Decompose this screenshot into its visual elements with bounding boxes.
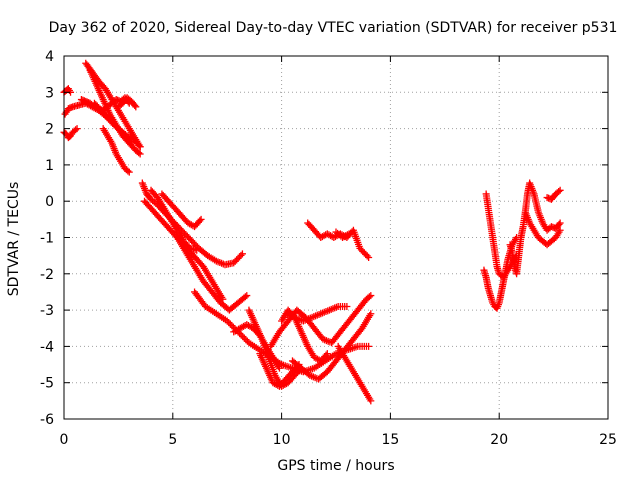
y-axis-label: SDTVAR / TECUs <box>6 182 22 297</box>
y-tick-label: -5 <box>40 376 54 392</box>
y-tick-label: -2 <box>40 267 54 283</box>
series-t14 <box>173 234 251 314</box>
data-point <box>135 141 143 149</box>
series-t23 <box>334 342 375 405</box>
series-t25 <box>332 228 353 241</box>
series-t18 <box>256 350 303 390</box>
y-tick-label: -3 <box>40 303 54 319</box>
y-tick-label: 3 <box>45 85 54 101</box>
x-tick-label: 5 <box>168 432 177 448</box>
data-point <box>193 246 201 254</box>
data-point <box>363 252 371 260</box>
data-point <box>136 143 144 151</box>
data-point <box>228 322 236 330</box>
data-point <box>322 351 330 359</box>
x-tick-label: 15 <box>381 432 399 448</box>
data-point <box>343 302 351 310</box>
y-tick-label: -1 <box>40 231 54 247</box>
data-point <box>124 167 132 175</box>
series-t17 <box>245 306 305 390</box>
y-tick-label: 4 <box>45 49 54 65</box>
chart-title: Day 362 of 2020, Sidereal Day-to-day VTE… <box>49 20 618 36</box>
data-point <box>196 217 204 225</box>
data-point <box>365 293 373 301</box>
data-point <box>242 336 250 344</box>
data-point <box>556 226 564 234</box>
data-point <box>555 188 563 196</box>
series-t29 <box>521 208 564 249</box>
series-t30 <box>543 186 564 203</box>
series-t6 <box>86 67 144 158</box>
data-point <box>323 350 331 358</box>
axes: 0 5 10 15 20 25 -6 -5 -4 -3 -2 -1 0 1 2 3 4 <box>40 49 617 448</box>
data-point <box>365 253 373 261</box>
series-t28 <box>506 179 564 278</box>
data-point <box>365 342 373 350</box>
data-point <box>275 364 283 372</box>
data-point <box>125 168 133 176</box>
data-points <box>60 59 564 405</box>
series-t8 <box>99 125 133 176</box>
y-tick-label: 0 <box>45 194 54 210</box>
data-point <box>136 150 144 158</box>
series-t13 <box>158 190 205 231</box>
plot-frame <box>63 55 609 420</box>
series-t21 <box>282 302 351 325</box>
data-point <box>240 334 248 342</box>
data-point <box>555 220 563 228</box>
x-tick-label: 20 <box>490 432 508 448</box>
data-point <box>367 292 375 300</box>
y-tick-label: -6 <box>40 412 54 428</box>
series-t2 <box>60 125 81 142</box>
x-tick-label: 0 <box>60 432 69 448</box>
data-point <box>72 126 80 134</box>
data-point <box>131 101 139 109</box>
data-point <box>343 231 351 239</box>
data-point <box>132 103 140 111</box>
data-point <box>238 250 246 258</box>
data-point <box>243 292 251 300</box>
series-t9 <box>114 94 140 111</box>
data-point <box>225 319 233 327</box>
data-point <box>345 230 353 238</box>
series-t11 <box>141 197 227 303</box>
data-point <box>223 317 231 325</box>
data-point <box>241 293 249 301</box>
data-point <box>135 149 143 157</box>
data-point <box>367 310 375 318</box>
data-point <box>367 397 375 405</box>
data-point <box>556 219 564 227</box>
data-point <box>556 186 564 194</box>
series-t24 <box>304 219 373 261</box>
series-t1 <box>60 85 75 96</box>
series-t12 <box>147 186 201 254</box>
x-tick-label: 25 <box>599 432 617 448</box>
y-tick-label: -4 <box>40 339 54 355</box>
x-tick-label: 10 <box>273 432 291 448</box>
y-tick-label: 1 <box>45 158 54 174</box>
data-point <box>73 125 81 133</box>
data-point <box>239 333 247 341</box>
x-axis-label: GPS time / hours <box>277 458 394 474</box>
series-t7 <box>90 99 144 151</box>
data-point <box>237 331 245 339</box>
data-point <box>197 215 205 223</box>
y-tick-label: 2 <box>45 122 54 138</box>
data-point <box>226 320 234 328</box>
data-point <box>237 251 245 259</box>
